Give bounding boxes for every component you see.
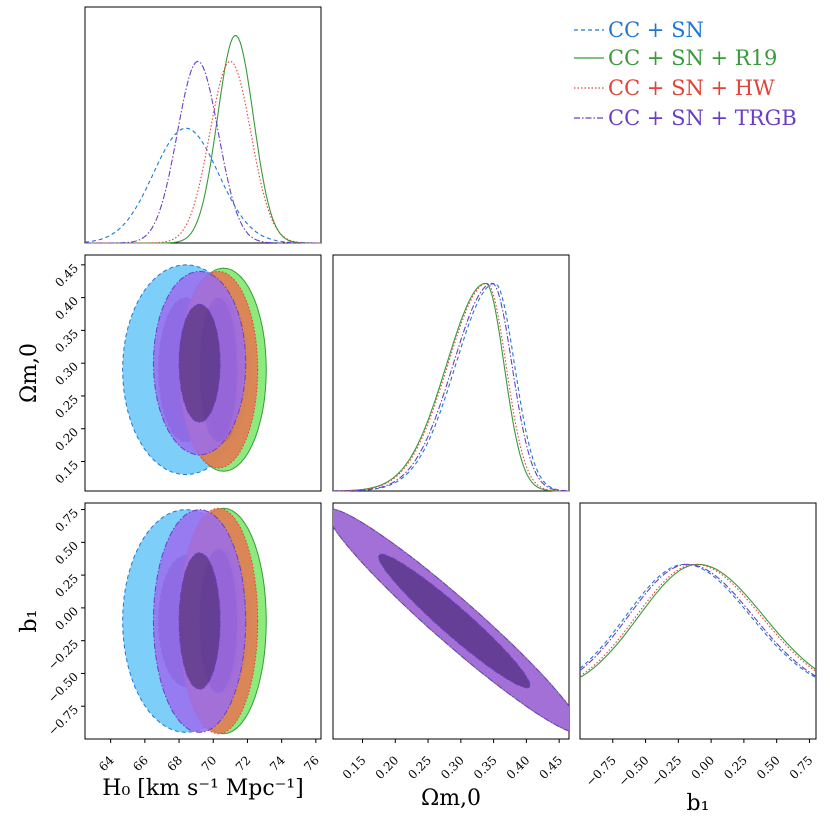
marginal-curve-b1-1: [579, 563, 817, 679]
ytick-label-Om-1: 0.20: [52, 425, 81, 454]
ytick-label-b1-2: −0.25: [45, 637, 81, 673]
xtick-label-Om-1: 0.20: [373, 753, 402, 782]
panel-H0-marginal: [84, 6, 322, 244]
ytick-label-b1-5: 0.50: [52, 539, 81, 568]
ytick-label-Om-3: 0.30: [52, 359, 81, 388]
panel-H0-b1: [84, 502, 322, 740]
ylabel-Om: Ωm,0: [17, 343, 42, 403]
xtick-label-Om-6: 0.45: [536, 753, 565, 782]
xlabel-Om: Ωm,0: [421, 786, 481, 811]
marginal-curve-H0-0: [84, 127, 321, 244]
xtick-label-b1-3: 0.00: [688, 753, 717, 782]
xtick-label-b1-2: −0.25: [649, 753, 685, 789]
marginal-curve-Om-1: [333, 282, 569, 492]
panel-Om-marginal: [332, 254, 570, 492]
ytick-label-b1-3: 0.00: [52, 604, 81, 633]
xtick-label-H0-2: 68: [164, 753, 185, 774]
ytick-label-Om-4: 0.35: [52, 327, 81, 356]
xtick-label-b1-1: −0.50: [616, 753, 652, 789]
legend: CC + SN CC + SN + R19 CC + SN + HW CC + …: [574, 18, 797, 130]
ytick-label-b1-6: 0.75: [52, 506, 81, 535]
xtick-label-Om-0: 0.15: [340, 753, 369, 782]
marginal-curve-b1-0: [579, 563, 817, 679]
ylabel-b1: b₁: [17, 610, 42, 633]
marginal-curve-Om-2: [333, 282, 569, 492]
xtick-label-H0-4: 72: [233, 753, 254, 774]
ytick-label-b1-1: −0.50: [45, 670, 81, 706]
xtick-label-b1-6: 0.75: [787, 753, 816, 782]
panel-b1-marginal: [579, 502, 817, 740]
xtick-label-b1-5: 0.50: [754, 753, 783, 782]
xtick-label-H0-0: 64: [96, 753, 117, 774]
marginal-curve-H0-2: [85, 60, 321, 244]
contour-H0-b1-3-0: [178, 552, 221, 690]
marginal-curve-b1-3: [579, 563, 817, 677]
xtick-label-b1-4: 0.25: [721, 753, 750, 782]
ytick-label-Om-0: 0.15: [52, 458, 81, 487]
marginal-curve-b1-2: [579, 563, 817, 677]
marginal-curve-Om-3: [333, 282, 570, 492]
legend-label-cc-sn-r19: CC + SN + R19: [608, 46, 777, 70]
xtick-label-Om-3: 0.30: [438, 753, 467, 782]
legend-label-cc-sn: CC + SN: [608, 18, 704, 42]
xtick-label-Om-5: 0.40: [504, 753, 533, 782]
ytick-label-Om-6: 0.45: [52, 261, 81, 290]
xtick-label-H0-1: 66: [130, 753, 151, 774]
xtick-label-Om-2: 0.25: [405, 753, 434, 782]
ytick-label-Om-2: 0.25: [52, 392, 81, 421]
marginal-curve-H0-3: [85, 60, 321, 244]
xtick-label-Om-4: 0.35: [471, 753, 500, 782]
xtick-label-H0-3: 70: [199, 753, 220, 774]
panel-H0-Om: [84, 254, 322, 492]
legend-label-cc-sn-hw: CC + SN + HW: [608, 76, 775, 100]
panel-Om-b1: [332, 502, 570, 740]
ytick-label-b1-0: −0.75: [45, 702, 81, 738]
contour-H0-Om-3-0: [178, 303, 221, 423]
contour-Om-b1-3-0: [377, 553, 531, 689]
xlabel-b1: b₁: [687, 791, 710, 816]
marginal-curve-Om-0: [332, 282, 570, 492]
ytick-label-Om-5: 0.40: [52, 294, 81, 323]
xlabel-H0: H₀ [km s⁻¹ Mpc⁻¹]: [102, 776, 303, 801]
xtick-label-b1-0: −0.75: [583, 753, 619, 789]
xtick-label-H0-5: 74: [267, 753, 288, 774]
legend-label-cc-sn-trgb: CC + SN + TRGB: [608, 106, 797, 130]
ytick-label-b1-4: 0.25: [52, 571, 81, 600]
xtick-label-H0-6: 76: [301, 753, 322, 774]
